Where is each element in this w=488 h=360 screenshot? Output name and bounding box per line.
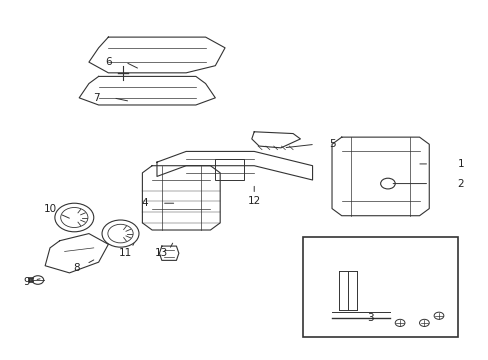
Text: 1: 1 [457, 159, 463, 169]
Text: 4: 4 [141, 198, 148, 208]
Bar [215, 158, 244, 180]
Text: 2: 2 [457, 179, 463, 189]
Text: 6: 6 [105, 57, 111, 67]
Text: 9: 9 [24, 277, 30, 287]
Text: 13: 13 [155, 248, 168, 258]
Text: 3: 3 [367, 312, 373, 323]
Text: 5: 5 [328, 139, 335, 149]
Text: 11: 11 [119, 248, 132, 258]
Bar [302, 237, 458, 337]
Text: 10: 10 [43, 203, 57, 213]
Text: 7: 7 [93, 93, 100, 103]
Text: 12: 12 [247, 197, 260, 206]
Text: 8: 8 [73, 262, 80, 273]
